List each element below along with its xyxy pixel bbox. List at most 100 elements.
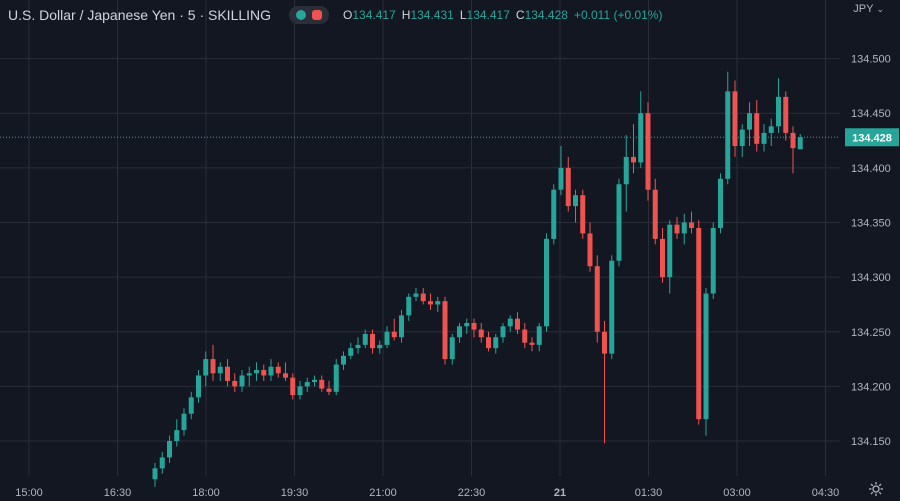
candle: [739, 124, 745, 157]
candle: [616, 178, 622, 267]
candle-body: [261, 370, 267, 376]
candle: [333, 359, 339, 396]
candle-body: [710, 227, 716, 294]
candle-body: [565, 167, 571, 207]
candle: [181, 408, 187, 436]
candle: [652, 178, 658, 245]
candle-body: [660, 238, 665, 278]
candle: [551, 184, 557, 245]
candle: [261, 364, 267, 381]
candle: [797, 133, 803, 150]
candle: [406, 293, 412, 321]
candle-body: [652, 189, 658, 239]
candle-body: [471, 323, 477, 330]
candle: [790, 126, 796, 174]
currency-selector[interactable]: JPY ⌄: [853, 3, 884, 15]
price-tick-label: 134.150: [851, 436, 891, 448]
candle: [319, 375, 325, 392]
candle: [761, 124, 767, 152]
candle-body: [645, 113, 651, 190]
candle-body: [203, 359, 209, 376]
candle-body: [341, 355, 346, 365]
candle: [522, 323, 528, 349]
candle-body: [188, 397, 194, 414]
candle-body: [623, 156, 629, 185]
candle: [420, 288, 426, 305]
candle: [377, 340, 383, 354]
candle: [239, 370, 245, 392]
candle-body: [696, 227, 702, 420]
change-value: +0.011 (+0.01%): [573, 8, 663, 22]
candle: [507, 315, 513, 332]
candle: [573, 189, 578, 223]
candle-body: [435, 301, 441, 305]
candle-body: [747, 113, 752, 130]
candle-body: [283, 373, 288, 378]
candle-body: [210, 359, 216, 374]
price-tick-label: 134.500: [851, 54, 891, 66]
open-value: 134.417: [352, 8, 396, 22]
candle: [362, 329, 368, 349]
candle-body: [254, 370, 259, 374]
candle: [391, 318, 397, 341]
candle: [768, 118, 774, 147]
candle: [776, 78, 781, 133]
candle: [754, 100, 760, 152]
candle-body: [370, 333, 375, 349]
candle-body: [703, 293, 709, 420]
candle: [558, 146, 564, 196]
price-tick-label: 134.250: [851, 327, 891, 339]
candle-body: [268, 366, 274, 376]
candle: [725, 71, 731, 185]
candle-body: [754, 113, 760, 144]
candle: [602, 320, 607, 444]
candle: [217, 362, 223, 381]
candle: [478, 323, 484, 343]
candle: [783, 91, 789, 141]
candle: [449, 333, 455, 365]
candle-body: [362, 333, 368, 345]
candle: [587, 222, 593, 272]
candle-body: [406, 296, 412, 316]
close-value: 134.428: [524, 8, 568, 22]
candle-body: [493, 337, 499, 349]
time-tick-label: 15:00: [15, 487, 43, 499]
candle-body: [290, 377, 296, 396]
candle: [341, 351, 346, 371]
candle-body: [391, 331, 397, 338]
market-status-pill[interactable]: [289, 6, 330, 24]
candle: [246, 366, 252, 387]
price-tick-label: 134.450: [851, 108, 891, 120]
candle: [536, 323, 542, 352]
candle: [159, 451, 165, 474]
candle-body: [246, 373, 252, 376]
candle-body: [529, 342, 535, 345]
candle: [660, 227, 665, 283]
candle: [500, 323, 506, 343]
time-tick-label: 03:00: [723, 487, 751, 499]
candle: [297, 380, 303, 400]
candle-body: [275, 366, 281, 374]
symbol-title[interactable]: U.S. Dollar / Japanese Yen · 5 · SKILLIN…: [8, 7, 272, 23]
high-value: 134.431: [410, 8, 454, 22]
chart-header: U.S. Dollar / Japanese Yen · 5 · SKILLIN…: [8, 5, 662, 25]
candle: [283, 362, 288, 381]
candle-body: [718, 178, 723, 228]
time-tick-label: 21: [554, 487, 566, 499]
candle: [580, 189, 586, 239]
candle: [645, 102, 651, 201]
gear-icon[interactable]: [868, 481, 884, 497]
time-tick-label: 16:30: [104, 487, 132, 499]
candle-body: [783, 96, 789, 133]
candle: [210, 344, 216, 381]
candle-body: [667, 224, 673, 278]
candle-body: [449, 337, 455, 360]
price-tick-label: 134.400: [851, 163, 891, 175]
candle-body: [232, 380, 238, 387]
candle-body: [616, 184, 622, 261]
candle-body: [536, 326, 542, 345]
price-axis: 134.500 134.450 134.400 134.350 134.300 134.2…: [851, 54, 891, 448]
candle-body: [732, 91, 738, 147]
candle: [667, 220, 673, 294]
